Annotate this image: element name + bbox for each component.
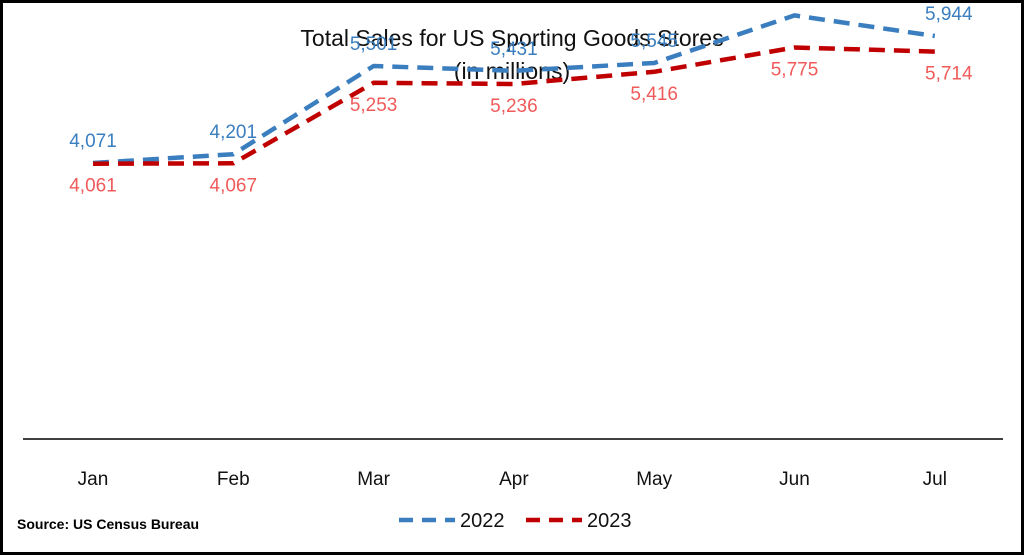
data-label-2022-may: 5,545 [630, 31, 678, 52]
x-tick-label-feb: Feb [217, 469, 250, 490]
data-label-2022-jan: 4,071 [69, 131, 117, 152]
series-layer [92, 13, 936, 166]
legend-label-2023: 2023 [587, 510, 632, 532]
data-label-2023-jun: 5,775 [771, 60, 819, 81]
data-label-2022-mar: 5,501 [350, 34, 398, 55]
line-chart: Total Sales for US Sporting Goods Stores… [17, 3, 1003, 532]
data-label-2022-feb: 4,201 [210, 122, 258, 143]
x-tick-label-jul: Jul [923, 469, 947, 490]
series-line-2023 [92, 45, 935, 166]
legend-label-2022: 2022 [460, 510, 505, 532]
data-label-2023-apr: 5,236 [490, 96, 538, 117]
data-label-2023-jan: 4,061 [69, 176, 117, 197]
chart-title: Total Sales for US Sporting Goods Stores [300, 25, 723, 51]
data-label-2022-jul: 5,944 [925, 4, 973, 25]
legend: 2022 2023 [399, 510, 632, 532]
x-tick-labels: Jan Feb Mar Apr May Jun Jul [78, 469, 947, 490]
data-label-2022-apr: 5,431 [490, 39, 538, 60]
series-line-2022 [92, 13, 936, 166]
data-labels-layer: 4,071 4,201 5,501 5,431 5,545 6,248 5,944 4,061… [69, 3, 973, 197]
data-label-2023-jul: 5,714 [925, 64, 973, 85]
data-label-2023-may: 5,416 [630, 84, 678, 105]
x-tick-label-mar: Mar [357, 469, 390, 490]
x-tick-label-may: May [636, 469, 672, 490]
x-tick-label-apr: Apr [499, 469, 529, 490]
x-tick-label-jan: Jan [78, 469, 109, 490]
x-tick-label-jun: Jun [779, 469, 810, 490]
data-label-2023-mar: 5,253 [350, 95, 398, 116]
data-label-2022-jun: 6,248 [771, 3, 819, 4]
data-label-2023-feb: 4,067 [210, 175, 258, 196]
source-note: Source: US Census Bureau [17, 516, 199, 532]
